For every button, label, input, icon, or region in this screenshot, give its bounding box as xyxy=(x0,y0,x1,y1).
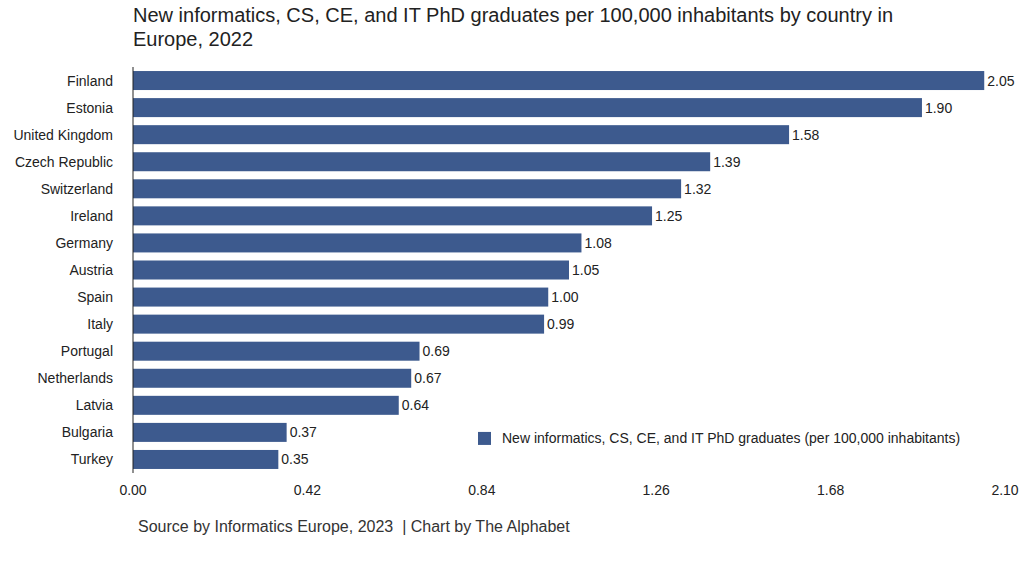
bar xyxy=(133,98,922,117)
category-label: Spain xyxy=(77,289,113,305)
legend-swatch xyxy=(478,432,491,445)
category-label: Finland xyxy=(67,73,113,89)
y-axis-line xyxy=(133,67,134,473)
title: New informatics, CS, CE, and IT PhD grad… xyxy=(133,4,893,50)
tick-label: 1.68 xyxy=(817,482,844,498)
title-line: Europe, 2022 xyxy=(133,28,253,50)
data-label: 0.35 xyxy=(281,451,308,467)
bar xyxy=(133,233,581,252)
bar xyxy=(133,423,287,442)
bar xyxy=(133,396,399,415)
category-label: Portugal xyxy=(61,343,113,359)
category-label: Latvia xyxy=(76,397,114,413)
data-label: 1.39 xyxy=(713,154,740,170)
tick-label: 0.00 xyxy=(119,482,146,498)
data-label: 0.37 xyxy=(290,424,317,440)
data-label: 2.05 xyxy=(987,73,1014,89)
bar xyxy=(133,342,420,361)
bar xyxy=(133,261,569,280)
title-line: New informatics, CS, CE, and IT PhD grad… xyxy=(133,4,893,26)
data-label: 1.25 xyxy=(655,208,682,224)
bars xyxy=(133,71,984,469)
bar xyxy=(133,450,278,469)
category-label: Bulgaria xyxy=(62,424,114,440)
tick-label: 1.26 xyxy=(643,482,670,498)
bar xyxy=(133,152,710,171)
category-label: United Kingdom xyxy=(13,127,113,143)
category-label: Turkey xyxy=(71,451,113,467)
category-label: Germany xyxy=(55,235,113,251)
bar xyxy=(133,315,544,334)
data-label: 1.05 xyxy=(572,262,599,278)
chart: New informatics, CS, CE, and IT PhD grad… xyxy=(0,0,1024,568)
data-label: 1.58 xyxy=(792,127,819,143)
bar xyxy=(133,125,789,144)
bar xyxy=(133,179,681,198)
data-label: 1.90 xyxy=(925,100,952,116)
category-label: Czech Republic xyxy=(15,154,113,170)
data-label: 0.64 xyxy=(402,397,429,413)
tick-label: 2.10 xyxy=(991,482,1018,498)
data-label: 1.08 xyxy=(584,235,611,251)
bar xyxy=(133,288,548,307)
category-label: Italy xyxy=(87,316,113,332)
category-label: Netherlands xyxy=(38,370,114,386)
bar xyxy=(133,206,652,225)
data-label: 1.00 xyxy=(551,289,578,305)
category-label: Austria xyxy=(69,262,113,278)
category-label: Ireland xyxy=(70,208,113,224)
tick-label: 0.84 xyxy=(468,482,495,498)
data-label: 0.67 xyxy=(414,370,441,386)
legend-label: New informatics, CS, CE, and IT PhD grad… xyxy=(502,430,960,446)
tick-label: 0.42 xyxy=(294,482,321,498)
bar xyxy=(133,369,411,388)
category-label: Estonia xyxy=(66,100,113,116)
category-label: Switzerland xyxy=(41,181,113,197)
data-label: 0.69 xyxy=(423,343,450,359)
data-label: 1.32 xyxy=(684,181,711,197)
source-note: Source by Informatics Europe, 2023 | Cha… xyxy=(138,518,570,535)
bar xyxy=(133,71,984,90)
data-label: 0.99 xyxy=(547,316,574,332)
